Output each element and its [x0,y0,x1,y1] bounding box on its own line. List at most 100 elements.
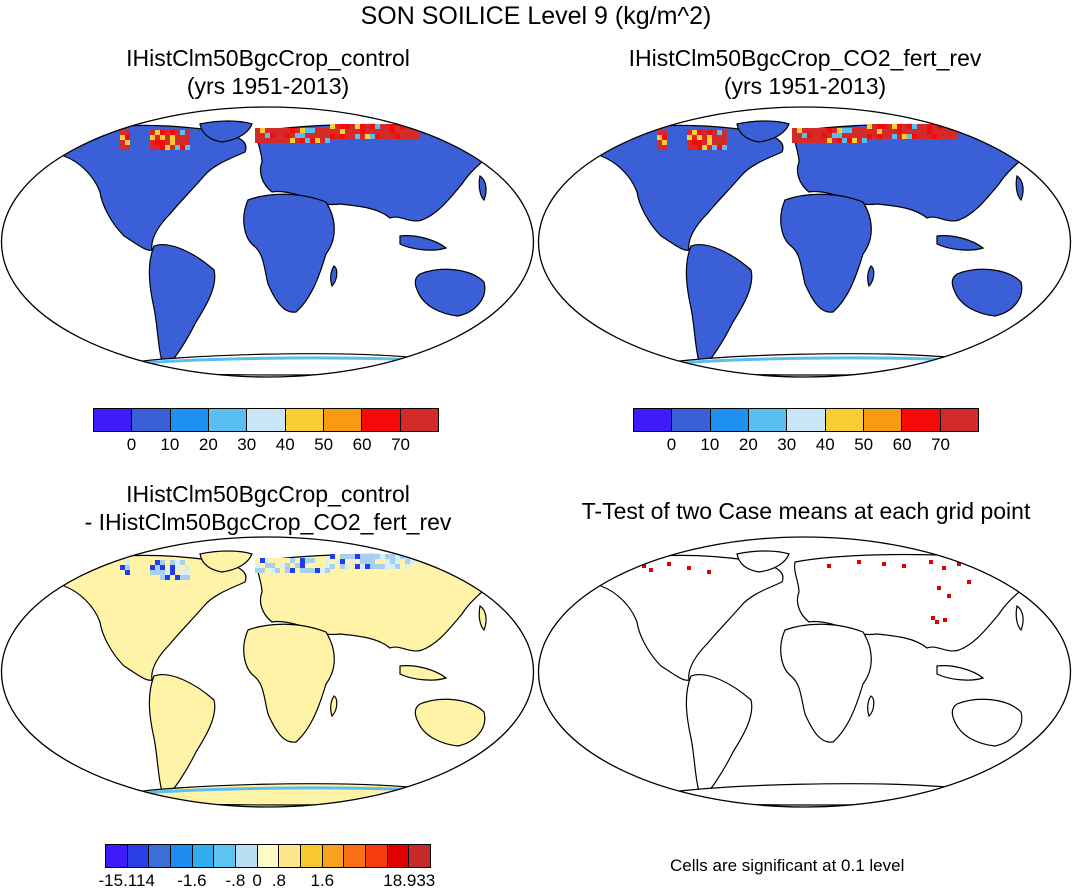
arctic-band [420,554,470,564]
colorbar-boxes [105,844,431,868]
colorbar-label: .8 [271,871,286,890]
colorbar-box [247,409,286,431]
figure-title: SON SOILICE Level 9 (kg/m^2) [360,2,712,30]
colorbar-box [863,409,903,431]
colorbar-box [301,845,323,867]
indonesia-landmass [399,235,448,251]
significant-cell [985,560,989,564]
indonesia-landmass [936,665,985,681]
map-layer [55,120,501,376]
colorbar-diff: -15.114 -1.6 -.8 0 .8 1.6 18.933 [99,844,435,890]
colorbar-box [825,409,864,431]
arctic-band [150,560,190,580]
colorbar-box [748,409,788,431]
south-america-landmass [148,244,216,369]
south-america-landmass [685,674,753,799]
colorbar-box [362,409,401,431]
colorbar-box [400,409,438,431]
colorbar-label: 0 [252,871,262,890]
colorbar-box [149,845,172,867]
panel-title-line1: IHistClm50BgcCrop_control [126,45,410,71]
greenland-landmass [736,550,790,573]
significant-cell [957,562,961,566]
significant-cell [943,618,947,622]
significant-cell [942,566,946,570]
colorbar-box [285,409,324,431]
panel-title-co2: IHistClm50BgcCrop_CO2_fert_rev (yrs 1951… [555,44,1055,100]
colorbar-label: 30 [237,435,257,454]
madagascar-landmass [867,265,875,288]
madagascar-landmass [867,695,875,718]
significant-cell [935,620,939,624]
japan-landmass [1015,175,1024,202]
arctic-band [120,130,130,150]
colorbar-label: 20 [198,435,218,454]
colorbar-box [902,409,941,431]
madagascar-landmass [330,265,338,288]
significant-cell [707,570,711,574]
colorbar-box [672,409,711,431]
indonesia-landmass [399,665,448,681]
panel-title-line2: - IHistClm50BgcCrop_CO2_fert_rev [84,509,452,535]
panel-title-ttest: T-Test of two Case means at each grid po… [540,497,1072,525]
arctic-band [957,124,1007,134]
south-america-landmass [685,244,753,369]
colorbar-box [171,845,193,867]
significant-cell [667,562,671,566]
colorbar-label: -15.114 [98,871,155,890]
significant-cell [687,566,691,570]
colorbar-box [192,845,215,867]
colorbar-label: 18.933 [383,871,436,890]
colorbar-boxes [93,408,439,432]
colorbar-labels: 0 10 20 30 40 50 60 70 [633,432,979,454]
colorbar-label: 60 [352,435,372,454]
colorbar-label: 40 [275,435,295,454]
australia-landmass [414,698,486,747]
colorbar-box [387,845,410,867]
australia-landmass [414,268,486,317]
colorbar-box [940,409,978,431]
colorbar-box [634,409,673,431]
antarctic-coast-band [129,786,421,796]
colorbar-label: 70 [931,435,951,454]
arctic-band [657,130,667,150]
map-panel-co2 [537,106,1072,378]
significant-cell [929,560,933,564]
colorbar-box [787,409,826,431]
colorbar-control: 0 10 20 30 40 50 60 70 [93,408,439,454]
colorbar-label: 70 [391,435,411,454]
arctic-band [420,124,470,134]
colorbar-label: 50 [854,435,874,454]
panel-title-line1: T-Test of two Case means at each grid po… [581,498,1031,524]
antarctic-coast-band [129,356,421,366]
colorbar-box [94,409,133,431]
colorbar-box [214,845,237,867]
colorbar-label: 10 [700,435,720,454]
colorbar-box [132,409,171,431]
map-panel-diff [0,536,535,808]
australia-landmass [951,698,1023,747]
significant-cell [857,560,861,564]
colorbar-label: 0 [126,435,137,454]
map-layer [55,550,501,806]
colorbar-box [127,845,150,867]
arctic-band [792,128,867,143]
arctic-band [255,128,330,143]
japan-landmass [1015,605,1024,632]
colorbar-box [257,845,280,867]
colorbar-box [344,845,367,867]
colorbar-label: 60 [892,435,912,454]
colorbar-box [208,409,248,431]
arctic-band [150,130,190,150]
australia-landmass [951,268,1023,317]
panel-title-line1: IHistClm50BgcCrop_control [126,481,410,507]
significance-note: Cells are significant at 0.1 level [670,856,905,875]
significant-cell [642,564,646,568]
japan-landmass [478,175,487,202]
africa-landmass [780,623,872,743]
colorbar-co2: 0 10 20 30 40 50 60 70 [633,408,979,454]
significant-cell [967,580,971,584]
colorbar-box [279,845,302,867]
map-layer [592,120,1038,376]
colorbar-label: 0 [666,435,677,454]
